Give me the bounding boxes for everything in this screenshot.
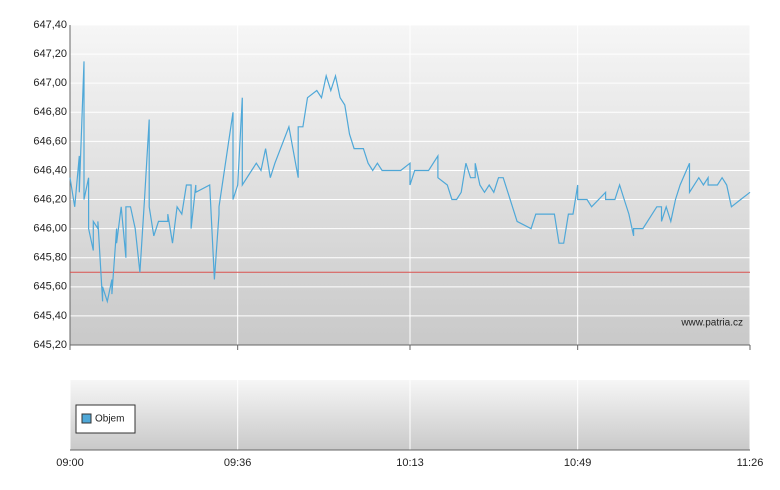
y-tick-label: 645,40: [33, 310, 67, 322]
y-tick-label: 646,80: [33, 106, 67, 118]
legend-label: Objem: [95, 414, 124, 425]
y-tick-label: 646,40: [33, 164, 67, 176]
y-tick-label: 647,40: [33, 19, 67, 31]
y-tick-label: 647,00: [33, 77, 67, 89]
x-tick-label: 10:13: [396, 457, 424, 469]
x-tick-label: 09:36: [224, 457, 252, 469]
y-tick-label: 646,60: [33, 135, 67, 147]
watermark: www.patria.cz: [680, 318, 743, 329]
y-tick-label: 646,20: [33, 193, 67, 205]
x-tick-label: 10:49: [564, 457, 592, 469]
y-tick-label: 645,20: [33, 339, 67, 351]
x-tick-label: 09:00: [56, 457, 84, 469]
y-tick-label: 647,20: [33, 48, 67, 60]
y-tick-label: 645,60: [33, 281, 67, 293]
y-tick-label: 645,80: [33, 252, 67, 264]
price-line: [69, 61, 751, 304]
legend-swatch: [81, 413, 92, 424]
x-tick-label: 11:26: [737, 457, 764, 469]
y-tick-label: 646,00: [33, 223, 67, 235]
